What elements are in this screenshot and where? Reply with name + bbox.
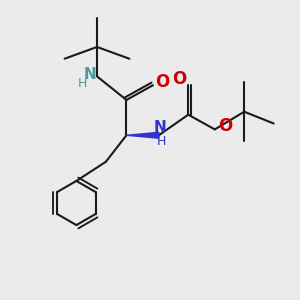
- Text: O: O: [172, 70, 187, 88]
- Text: H: H: [78, 77, 87, 90]
- Text: H: H: [157, 135, 167, 148]
- Text: O: O: [155, 73, 169, 91]
- Text: N: N: [83, 68, 96, 82]
- Text: O: O: [218, 117, 232, 135]
- Polygon shape: [126, 132, 159, 138]
- Text: N: N: [154, 120, 167, 135]
